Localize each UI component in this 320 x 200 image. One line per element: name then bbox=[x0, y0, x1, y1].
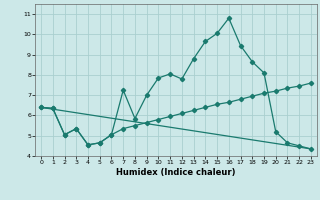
X-axis label: Humidex (Indice chaleur): Humidex (Indice chaleur) bbox=[116, 168, 236, 177]
